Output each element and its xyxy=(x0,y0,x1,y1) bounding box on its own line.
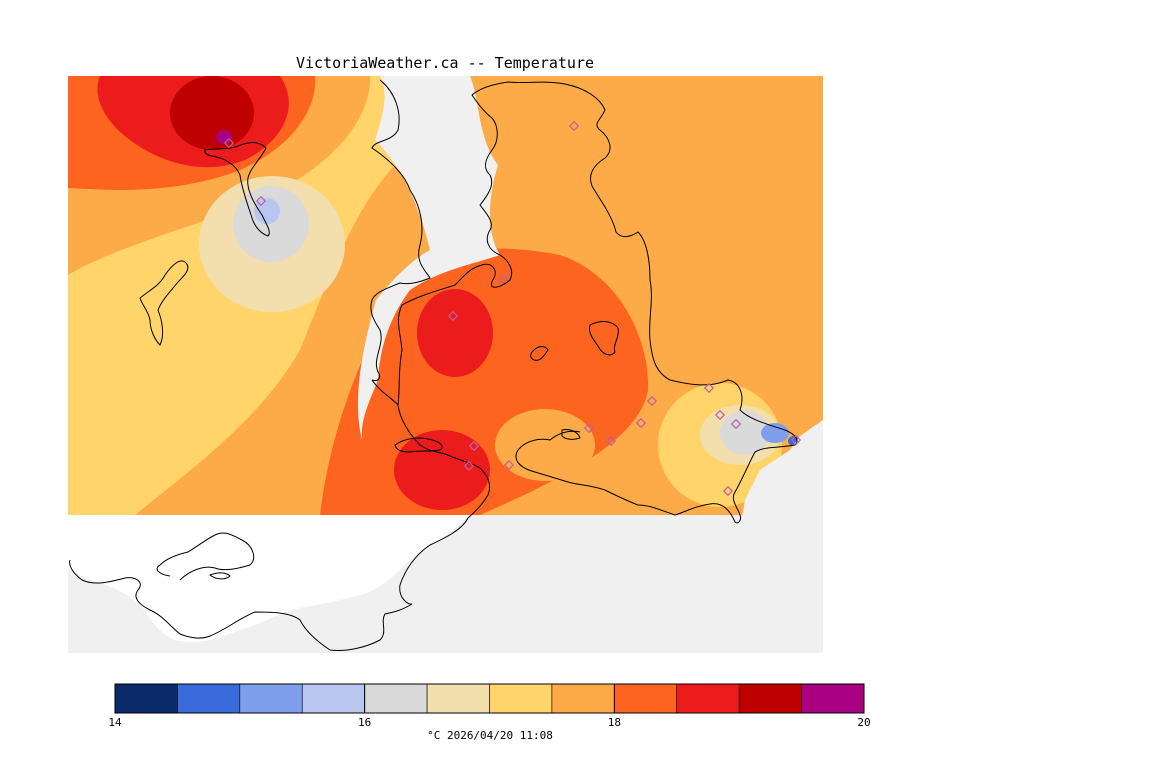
station-marker xyxy=(497,273,509,285)
unanalyzed-land xyxy=(68,515,470,642)
colorbar-bin xyxy=(301,683,365,714)
temperature-field xyxy=(68,76,823,515)
colorbar-bin xyxy=(239,683,303,714)
station-marker xyxy=(722,485,734,497)
station-marker xyxy=(568,120,580,132)
station-marker xyxy=(790,434,802,446)
colorbar-bin xyxy=(614,683,678,714)
station-marker xyxy=(468,440,480,452)
colorbar xyxy=(114,683,865,714)
station-marker xyxy=(703,382,715,394)
colorbar-bin xyxy=(114,683,178,714)
colorbar-tick-label: 16 xyxy=(358,716,372,729)
colorbar-bin xyxy=(177,683,241,714)
colorbar-bin xyxy=(738,683,802,714)
colorbar-bin xyxy=(676,683,740,714)
station-marker xyxy=(646,395,658,407)
station-marker xyxy=(605,435,617,447)
colorbar-bin xyxy=(489,683,553,714)
colorbar-bin xyxy=(551,683,615,714)
colorbar-bin xyxy=(426,683,490,714)
station-markers xyxy=(223,120,802,497)
station-marker xyxy=(714,409,726,421)
colorbar-caption: °C 2026/04/20 11:08 xyxy=(427,729,553,742)
station-marker xyxy=(447,310,459,322)
station-marker xyxy=(635,417,647,429)
colorbar-bin xyxy=(801,683,865,714)
colorbar-tick-label: 18 xyxy=(607,716,621,729)
coastlines xyxy=(69,79,798,651)
water-mask xyxy=(357,76,823,530)
colorbar-bin xyxy=(364,683,428,714)
station-marker xyxy=(503,459,515,471)
station-marker xyxy=(730,418,742,430)
station-marker xyxy=(583,422,595,434)
colorbar-tick-label: 20 xyxy=(857,716,871,729)
station-marker xyxy=(463,460,475,472)
colorbar-tick-label: 14 xyxy=(108,716,122,729)
station-marker xyxy=(255,195,267,207)
station-marker xyxy=(223,137,235,149)
map-title: VictoriaWeather.ca -- Temperature xyxy=(295,54,594,72)
